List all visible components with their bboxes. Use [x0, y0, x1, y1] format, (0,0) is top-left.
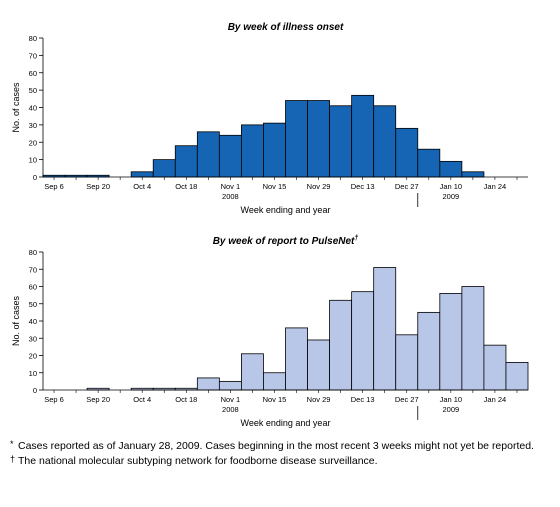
y-tick-label: 40 [29, 317, 37, 326]
bar [373, 267, 397, 391]
chart-title-text: By week of report to PulseNet [213, 236, 355, 247]
footnote-1-mark: * [10, 439, 14, 449]
bar [241, 353, 264, 391]
x-tick-label: Oct 4 [133, 182, 151, 191]
chart-title-text: By week of illness onset [228, 22, 344, 33]
y-tick-label: 60 [29, 283, 37, 292]
bar [218, 134, 242, 178]
bar [461, 171, 485, 178]
footnote-2: † The national molecular subtyping netwo… [10, 454, 550, 468]
y-tick-label: 80 [29, 248, 37, 257]
bar [196, 377, 220, 391]
bar [285, 100, 308, 178]
bar [373, 105, 397, 178]
bar [263, 122, 286, 178]
x-tick-label: Dec 13 [351, 182, 375, 191]
bar [130, 171, 154, 178]
bar [285, 327, 308, 391]
chart-title: By week of illness onset [228, 22, 344, 33]
bar [395, 334, 419, 391]
bar [461, 286, 485, 391]
y-axis-label: No. of cases [11, 295, 21, 346]
year-label: 2008 [222, 192, 239, 201]
y-axis-label: No. of cases [11, 82, 21, 133]
bar [307, 100, 330, 178]
bar [263, 372, 286, 391]
chart-title: By week of report to PulseNet† [213, 235, 359, 247]
x-tick-label: Sep 20 [86, 395, 110, 404]
x-tick-label: Dec 27 [395, 395, 419, 404]
bar [218, 380, 242, 391]
illness-onset-chart: By week of illness onset 0 10 20 30 40 50 60 70 8… [11, 22, 528, 215]
bar [329, 105, 353, 178]
y-tick-label: 30 [29, 121, 37, 130]
bar [241, 124, 264, 178]
bar [351, 94, 375, 178]
y-tick-label: 30 [29, 334, 37, 343]
bar [417, 311, 441, 391]
bar [439, 160, 463, 178]
y-tick-label: 50 [29, 300, 37, 309]
x-tick-label: Jan 10 [440, 182, 463, 191]
x-tick-label: Nov 29 [307, 395, 331, 404]
x-tick-label: Jan 24 [484, 182, 507, 191]
x-tick-label: Nov 1 [221, 395, 241, 404]
x-tick-label: Sep 20 [86, 182, 110, 191]
x-tick-label: Dec 27 [395, 182, 419, 191]
x-tick-label: Sep 6 [44, 395, 64, 404]
footnote-2-mark: † [10, 454, 16, 464]
footnotes: * Cases reported as of January 28, 2009.… [10, 439, 550, 470]
y-tick-label: 20 [29, 138, 37, 147]
bar [505, 361, 529, 391]
y-tick-label: 0 [33, 173, 37, 182]
bar [152, 159, 176, 178]
year-label: 2008 [222, 405, 239, 414]
x-tick-label: Nov 29 [307, 182, 331, 191]
x-tick-label: Nov 15 [263, 182, 287, 191]
bar [351, 291, 375, 391]
x-tick-label: Oct 18 [175, 395, 197, 404]
x-tick-label: Oct 18 [175, 182, 197, 191]
x-axis-label: Week ending and year [241, 205, 331, 215]
bar [439, 293, 463, 391]
x-axis-label: Week ending and year [241, 418, 331, 428]
y-tick-label: 70 [29, 265, 37, 274]
year-label: 2009 [442, 192, 459, 201]
bar [483, 344, 507, 391]
bar [307, 339, 330, 391]
footnote-1: * Cases reported as of January 28, 2009.… [10, 439, 550, 453]
y-tick-label: 40 [29, 104, 37, 113]
x-tick-label: Dec 13 [351, 395, 375, 404]
x-tick-label: Oct 4 [133, 395, 151, 404]
y-tick-label: 60 [29, 69, 37, 78]
x-tick-label: Sep 6 [44, 182, 64, 191]
y-tick-label: 0 [33, 386, 37, 395]
bar [395, 127, 419, 178]
y-tick-label: 20 [29, 352, 37, 361]
bar [329, 299, 353, 391]
y-tick-label: 80 [29, 34, 37, 43]
x-tick-label: Nov 15 [263, 395, 287, 404]
pulsenet-report-chart: By week of report to PulseNet† 0 10 20 30 40 5… [11, 235, 529, 428]
y-tick-label: 70 [29, 51, 37, 60]
bar [417, 148, 441, 178]
chart-title-superscript: † [354, 235, 358, 242]
year-label: 2009 [442, 405, 459, 414]
x-tick-label: Jan 24 [484, 395, 507, 404]
footnote-2-text: The national molecular subtyping network… [18, 455, 378, 467]
y-tick-label: 10 [29, 369, 37, 378]
y-tick-label: 10 [29, 156, 37, 165]
x-tick-label: Jan 10 [440, 395, 463, 404]
footnote-1-text: Cases reported as of January 28, 2009. C… [18, 440, 534, 452]
y-tick-label: 50 [29, 86, 37, 95]
bar [196, 131, 220, 178]
bar [174, 145, 198, 178]
x-tick-label: Nov 1 [221, 182, 241, 191]
